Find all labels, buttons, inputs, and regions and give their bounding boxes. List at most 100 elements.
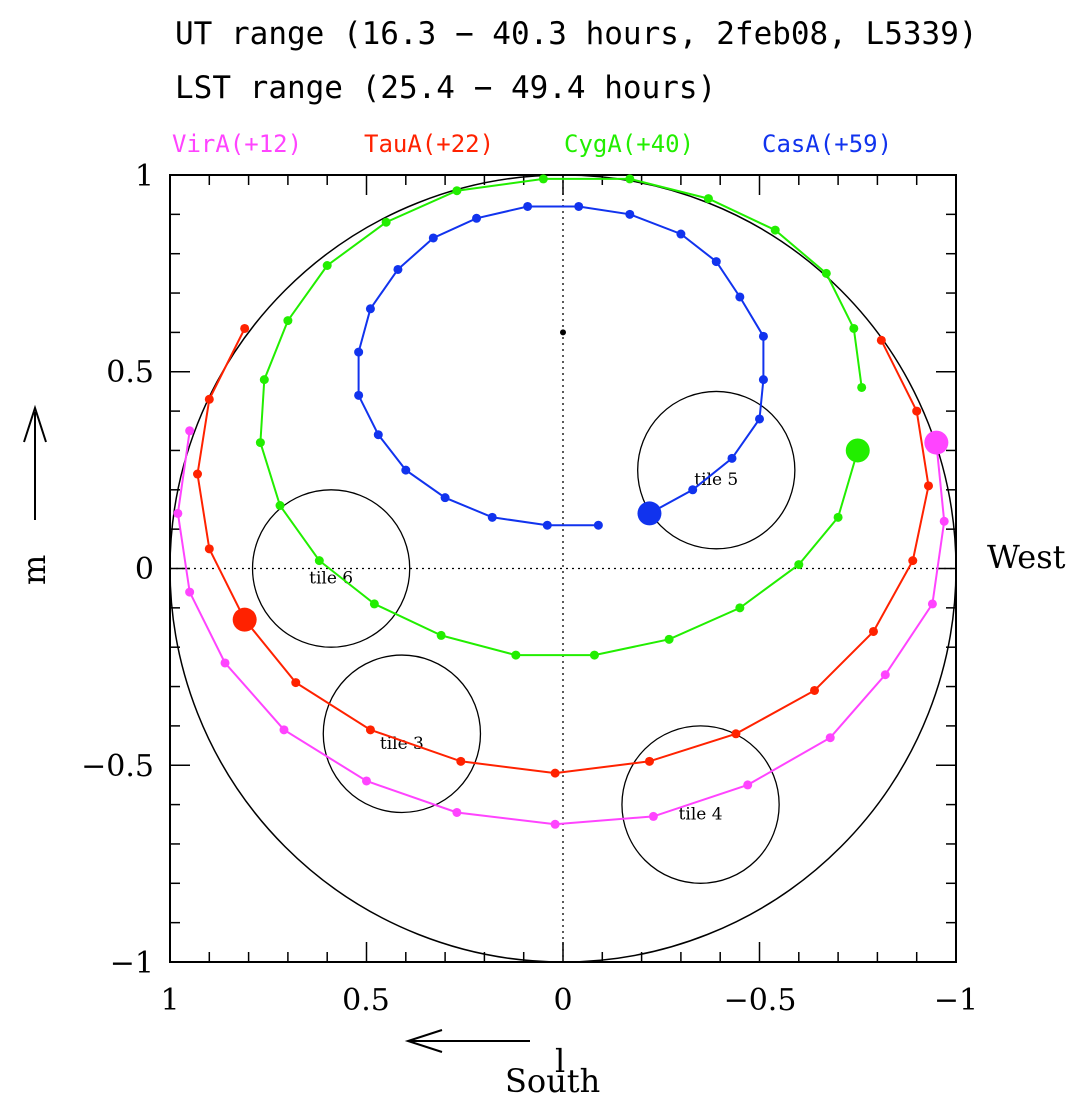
x-tick-label-minus-0.5: −0.5 — [724, 983, 797, 1018]
data-point — [676, 229, 686, 239]
data-point — [735, 292, 745, 302]
data-point — [923, 481, 933, 491]
data-point — [758, 331, 768, 341]
data-point — [291, 678, 301, 688]
data-point — [511, 650, 521, 660]
data-point — [648, 811, 658, 821]
series-taua — [193, 323, 933, 778]
data-point — [849, 323, 859, 333]
tile-label: tile 3 — [380, 734, 424, 754]
current-position-marker — [637, 501, 662, 526]
legend-entry-vira: VirA(+12) — [172, 130, 302, 158]
tile-circle — [322, 654, 482, 814]
data-point — [688, 485, 698, 495]
data-point — [283, 316, 293, 326]
y-tick-label-1: 1 — [135, 159, 154, 194]
data-point — [550, 768, 560, 778]
series-layer — [173, 174, 949, 829]
data-point — [255, 438, 265, 448]
data-point — [452, 807, 462, 817]
series-cyga — [255, 174, 870, 660]
data-point — [912, 406, 922, 416]
tile-label: tile 4 — [679, 805, 723, 825]
tile-label: tile 5 — [694, 470, 738, 490]
data-point — [727, 453, 737, 463]
data-point — [259, 375, 269, 385]
data-point — [644, 756, 654, 766]
y-axis-arrow — [23, 404, 47, 520]
data-point — [523, 201, 533, 211]
series-casa — [354, 201, 768, 530]
data-point — [452, 186, 462, 196]
data-point — [369, 599, 379, 609]
axis-ticks — [169, 174, 957, 963]
legend-entry-cyga: CygA(+40) — [564, 130, 694, 158]
data-point — [833, 512, 843, 522]
data-point — [542, 520, 552, 530]
series-vira — [173, 426, 949, 829]
tile-circle — [637, 390, 796, 550]
south-label: South — [505, 1062, 600, 1098]
west-label: West — [987, 538, 1066, 576]
data-point — [240, 323, 250, 333]
data-point — [703, 194, 713, 204]
data-point — [770, 225, 780, 235]
tile-circle — [251, 489, 411, 648]
data-point — [354, 347, 364, 357]
data-point — [731, 729, 741, 739]
data-point — [440, 493, 450, 503]
data-point — [456, 756, 466, 766]
data-point — [868, 626, 878, 636]
data-point — [810, 685, 820, 695]
data-point — [354, 390, 364, 400]
data-point — [393, 264, 403, 274]
current-position-marker — [924, 430, 949, 455]
x-axis-arrow — [404, 1029, 530, 1053]
data-point — [593, 520, 603, 530]
data-point — [939, 516, 949, 526]
current-position-marker — [232, 607, 257, 632]
data-point — [825, 733, 835, 743]
data-point — [204, 544, 214, 554]
data-point — [322, 261, 332, 271]
data-point — [880, 670, 890, 680]
plot-frame — [169, 174, 957, 963]
legend-entry-casa: CasA(+59) — [762, 130, 892, 158]
series-line — [259, 177, 863, 657]
plot-border — [169, 174, 957, 963]
data-point — [193, 469, 203, 479]
data-point — [876, 335, 886, 345]
data-point — [401, 465, 411, 475]
data-point — [538, 174, 548, 184]
data-point — [428, 233, 438, 243]
data-point — [362, 776, 371, 786]
title-line-1: UT range (16.3 − 40.3 hours, 2feb08, L53… — [175, 16, 978, 52]
data-point — [275, 501, 285, 511]
x-tick-label-minus-1: −1 — [934, 983, 978, 1018]
data-point — [574, 201, 584, 211]
tile-label: tile 6 — [309, 569, 353, 589]
series-line — [196, 328, 930, 775]
data-point — [436, 630, 446, 640]
data-point — [365, 304, 375, 314]
data-point — [711, 257, 721, 267]
title-line-2: LST range (25.4 − 49.4 hours) — [175, 70, 716, 106]
legend-entry-taua: TauA(+22) — [364, 130, 494, 158]
y-axis-label: m — [15, 555, 53, 585]
data-point — [487, 512, 497, 522]
data-point — [472, 213, 482, 223]
data-point — [589, 650, 599, 660]
x-tick-label-0: 0 — [553, 983, 572, 1018]
axis-arrows — [23, 404, 530, 1053]
data-point — [173, 508, 183, 518]
y-tick-label-0.5: 0.5 — [106, 355, 154, 390]
y-tick-label-minus-1: −1 — [110, 946, 154, 981]
data-point — [204, 394, 214, 404]
x-tick-label-0.5: 0.5 — [342, 983, 390, 1018]
current-position-marker — [845, 438, 870, 463]
tile-circles: tile 6 tile 5 tile 3 tile 4 — [251, 390, 796, 884]
y-tick-label-minus-0.5: −0.5 — [81, 749, 154, 784]
data-point — [908, 556, 918, 566]
data-point — [314, 556, 324, 566]
